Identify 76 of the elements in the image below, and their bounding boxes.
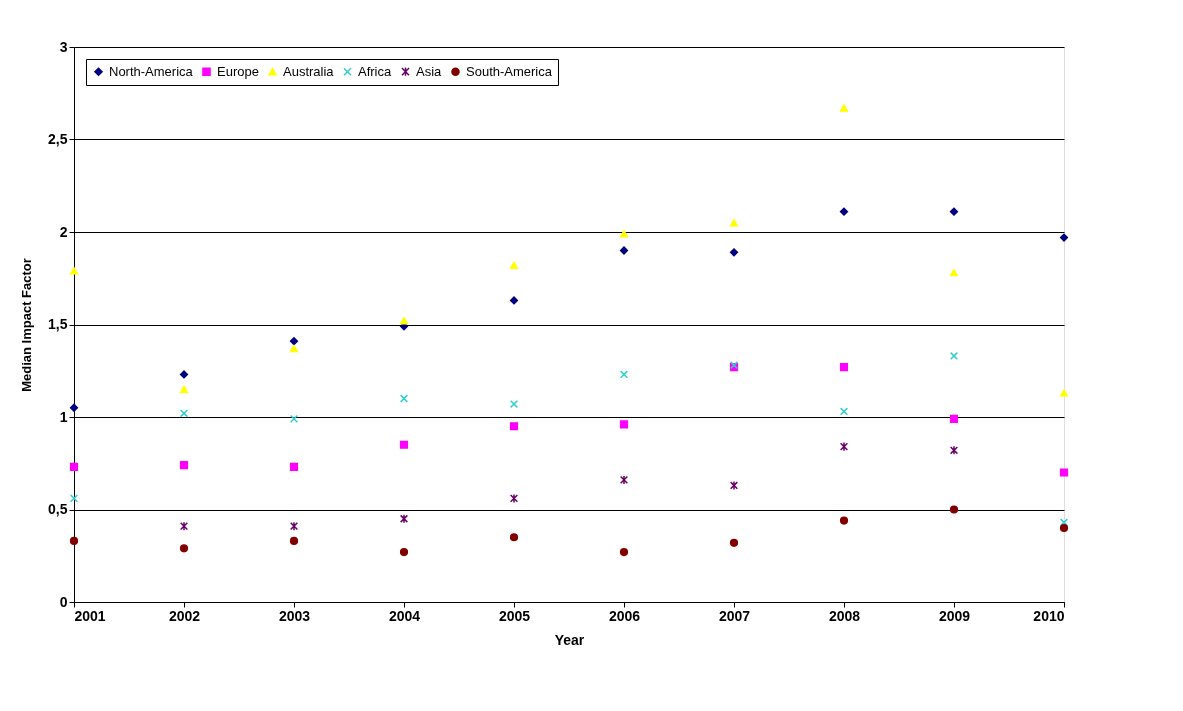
point [179,461,189,470]
point [619,370,629,379]
x-tick-label: 2009 [938,607,971,624]
point [1059,518,1069,527]
point [399,440,409,449]
point [729,480,739,491]
y-axis-title: Median Impact Factor [19,258,35,392]
point [509,493,519,504]
x-tick-label: 2005 [498,607,531,624]
point [69,267,79,275]
x-tick-label: 2007 [718,607,751,624]
point [839,362,849,372]
point [839,207,849,216]
x-tick-label: 2006 [608,607,641,624]
point [1059,523,1069,533]
point [179,544,189,553]
point [289,337,299,346]
point [399,547,409,557]
point [949,269,959,277]
point [509,399,519,409]
point [509,422,519,431]
point [949,414,959,423]
point [949,505,959,514]
point [399,394,409,403]
legend-label: South-America [466,63,553,79]
point [69,494,79,503]
y-tick-label: 0,5 [48,501,68,517]
point [949,351,959,361]
point [399,513,409,524]
point [949,207,959,216]
y-tick-label: 1,5 [48,316,68,332]
legend-label: North-America [109,63,194,79]
point [289,344,299,353]
x-axis-title: Year [554,631,585,648]
point [729,219,739,227]
point [619,230,629,238]
y-tick-label: 2,5 [48,131,68,147]
x-tick-label: 2008 [828,607,861,624]
point [509,533,519,542]
point [289,462,299,472]
legend-label: Africa [358,63,392,79]
point [839,104,849,112]
point [179,385,189,393]
x-tick-label: 2003 [278,607,311,624]
point [619,420,629,429]
x-tick-label: 2001 [74,607,106,624]
point [1059,468,1069,477]
y-tick-label: 3 [59,38,68,55]
point [179,521,189,531]
point [839,516,849,525]
point [289,521,299,531]
point [1059,389,1069,397]
point [839,407,849,416]
point [729,248,739,257]
x-tick-label: 2010 [1033,607,1065,624]
y-tick-label: 0 [59,593,68,610]
point [69,536,79,546]
y-tick-label: 1 [59,408,68,425]
legend-label: Asia [416,63,443,79]
point [729,538,739,547]
point [69,462,79,472]
point [289,536,299,546]
point [289,414,299,423]
point [509,261,519,269]
legend-label: Australia [283,63,335,79]
point [839,441,849,452]
legend-label: Europe [217,63,259,79]
point [949,445,959,456]
y-tick-label: 2 [59,223,68,240]
x-tick-label: 2004 [388,607,421,624]
point [399,317,409,325]
point [619,547,629,557]
point [619,475,629,485]
point [179,409,189,418]
point [69,403,79,412]
x-tick-label: 2002 [168,607,201,624]
